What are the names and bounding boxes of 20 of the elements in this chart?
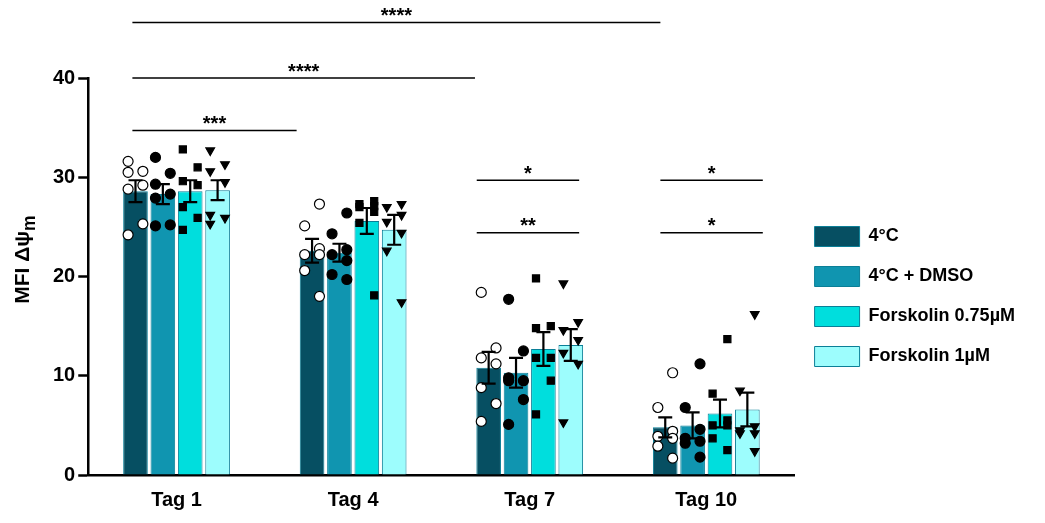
x-tick-label: Tag 10	[675, 487, 738, 510]
x-tick-label: Tag 7	[504, 487, 556, 510]
y-tick-label: 40	[53, 65, 76, 88]
text: ****	[380, 3, 413, 26]
legend-label: Forskolin 0.75µM	[868, 305, 1016, 326]
annotation: ****	[288, 59, 320, 82]
y-tick-label: 0	[64, 462, 76, 485]
annotation: *	[524, 161, 533, 184]
y-tick-label: 20	[53, 264, 76, 287]
legend-label: 4°C + DMSO	[868, 265, 974, 286]
y-tick-label: 10	[53, 363, 76, 386]
annotation: **	[520, 214, 536, 237]
annotation: *	[707, 161, 716, 184]
legend-label: Forskolin 1µM	[868, 345, 990, 366]
legend-label: 4°C	[868, 225, 899, 246]
annotation: *	[707, 214, 716, 237]
x-tick-label: Tag 4	[327, 487, 380, 510]
y-tick-label: 30	[53, 164, 76, 187]
annotation: ***	[202, 112, 227, 135]
x-tick-label: Tag 1	[151, 487, 202, 510]
